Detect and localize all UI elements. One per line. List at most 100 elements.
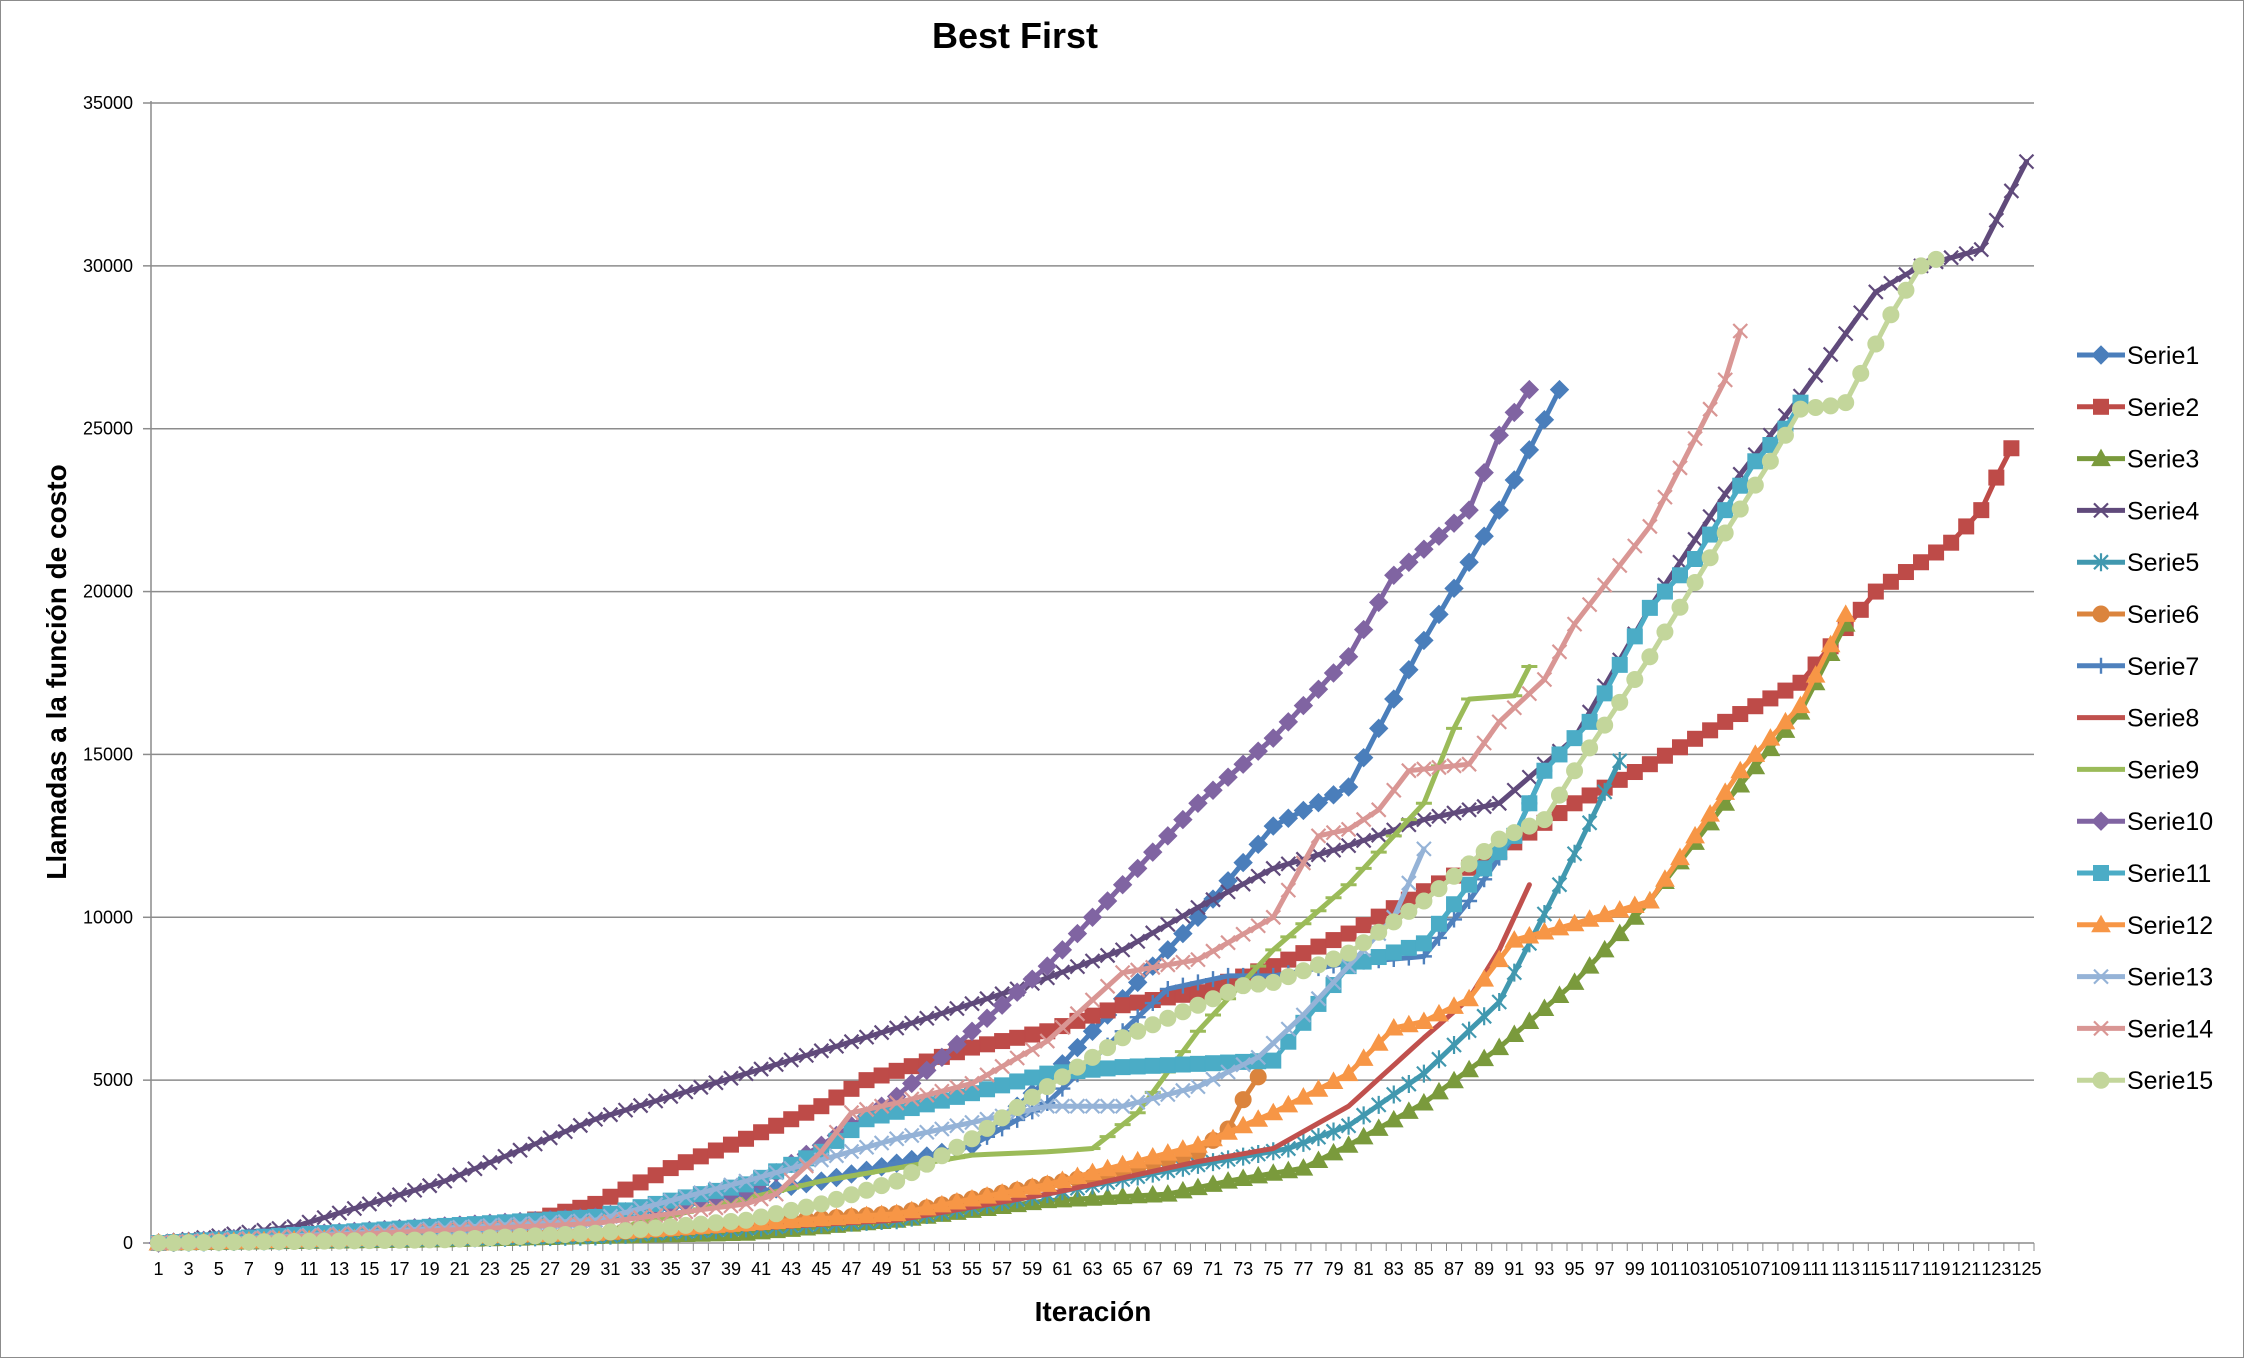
data-point — [1157, 1143, 1178, 1161]
axes — [143, 101, 2035, 1251]
data-point — [856, 1205, 877, 1224]
data-point — [1927, 250, 1945, 268]
data-point — [1340, 1116, 1357, 1135]
data-point — [1762, 690, 1779, 707]
data-point — [1039, 1033, 1056, 1049]
x-tick-labels: 1 3 5 7 9 11 13 15 17 19 21 23 25 27 29 31 33 35 37 39 41 43 4… — [154, 1259, 2042, 1279]
data-point — [572, 1117, 589, 1134]
data-point — [1129, 1058, 1146, 1075]
data-point — [1325, 1122, 1342, 1141]
data-point — [1687, 430, 1703, 447]
data-point — [587, 1111, 604, 1128]
data-point — [1489, 1037, 1510, 1056]
data-point — [1459, 1059, 1479, 1078]
data-point — [1355, 1106, 1372, 1125]
data-point — [1897, 281, 1915, 299]
data-point — [647, 1207, 664, 1224]
data-point — [1671, 739, 1688, 756]
data-point — [1340, 944, 1358, 962]
data-point — [1641, 599, 1658, 616]
data-point — [1355, 917, 1372, 934]
data-point — [977, 1186, 997, 1204]
data-point — [1685, 825, 1705, 844]
data-point — [1054, 1019, 1071, 1036]
data-point — [828, 1038, 845, 1055]
x-tick-label: 69 — [1173, 1259, 1193, 1279]
data-point — [1024, 1026, 1041, 1043]
data-point — [1386, 1085, 1402, 1104]
data-point — [542, 1130, 558, 1146]
data-point — [1399, 660, 1419, 680]
data-point — [1835, 604, 1856, 622]
legend-marker — [2093, 502, 2109, 519]
x-tick-label: 63 — [1082, 1259, 1102, 1279]
data-point — [1745, 756, 1766, 775]
data-point — [978, 1119, 996, 1137]
data-point — [1127, 858, 1148, 879]
data-point — [1235, 876, 1251, 892]
data-point — [1159, 980, 1176, 997]
data-point — [1912, 257, 1930, 275]
data-point — [1265, 860, 1282, 877]
data-point — [391, 1187, 408, 1203]
legend-marker — [2093, 398, 2109, 415]
data-point — [692, 1215, 710, 1233]
data-point — [1175, 1082, 1191, 1099]
data-point — [1460, 855, 1478, 873]
y-tick-label: 35000 — [83, 93, 133, 113]
data-point — [873, 1135, 890, 1151]
data-point — [300, 1232, 318, 1250]
data-point — [1248, 741, 1268, 761]
data-point — [1338, 777, 1359, 797]
data-point — [1265, 1035, 1282, 1052]
data-point — [934, 1083, 950, 1099]
x-tick-label: 109 — [1770, 1259, 1800, 1279]
data-point — [1519, 379, 1540, 400]
data-point — [919, 1087, 935, 1103]
data-point — [677, 1154, 694, 1171]
data-point — [1280, 1033, 1297, 1050]
data-point — [1519, 1011, 1540, 1030]
data-point — [843, 1033, 860, 1050]
data-point — [1656, 747, 1673, 764]
data-point — [662, 1218, 680, 1236]
data-point — [1566, 795, 1583, 812]
data-point — [1609, 900, 1630, 918]
y-tick-label: 15000 — [83, 744, 133, 764]
data-point — [1430, 929, 1447, 946]
data-point — [1594, 904, 1615, 923]
x-tick-label: 97 — [1595, 1259, 1615, 1279]
x-tick-label: 83 — [1384, 1259, 1404, 1279]
legend-marker — [2091, 448, 2111, 467]
data-point — [1338, 647, 1359, 667]
data-point — [1611, 751, 1628, 770]
legend-label: Serie15 — [2127, 1067, 2213, 1095]
data-point — [828, 1124, 845, 1141]
data-point — [934, 1005, 950, 1022]
x-tick-label: 31 — [600, 1259, 620, 1279]
data-point — [919, 1124, 935, 1141]
data-point — [647, 1167, 664, 1184]
data-point — [1205, 891, 1221, 908]
data-point — [992, 1183, 1012, 1201]
data-point — [1551, 746, 1568, 763]
data-point — [1069, 1005, 1086, 1022]
data-point — [1205, 943, 1221, 959]
data-point — [586, 1224, 604, 1242]
data-point — [255, 1233, 273, 1251]
x-tick-label: 107 — [1740, 1259, 1770, 1279]
data-point — [1310, 846, 1327, 863]
data-point — [1913, 554, 1930, 571]
data-point — [979, 1067, 995, 1083]
data-point — [1716, 524, 1734, 542]
data-point — [979, 1081, 996, 1098]
data-point — [481, 1229, 499, 1247]
data-point — [1807, 399, 1825, 417]
data-point — [841, 1206, 862, 1225]
data-point — [1702, 722, 1719, 739]
series-serie15 — [150, 250, 1945, 1252]
data-point — [1521, 769, 1538, 786]
data-point — [1715, 782, 1736, 800]
data-point — [977, 1008, 997, 1028]
data-point — [1263, 816, 1283, 836]
